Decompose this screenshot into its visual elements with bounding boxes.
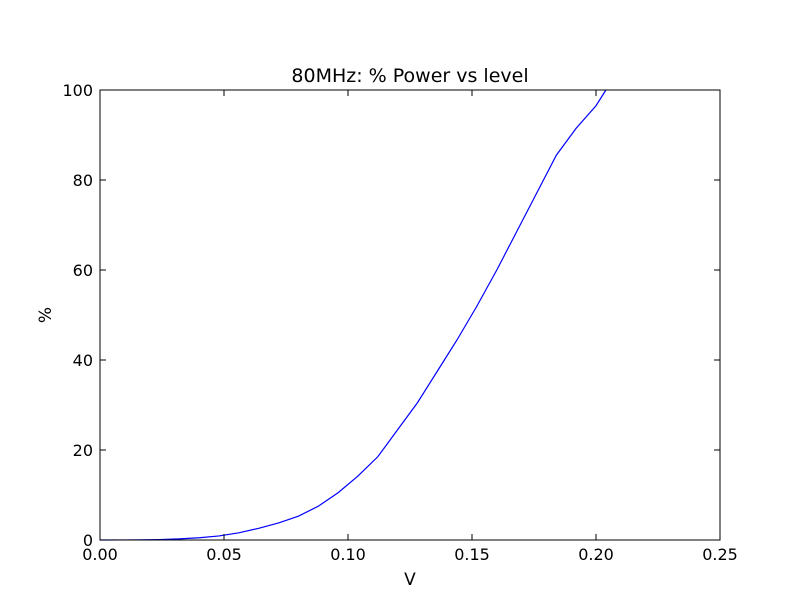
- chart-title: 80MHz: % Power vs level: [291, 65, 528, 87]
- x-axis: 0.00 0.05 0.10 0.15 0.20 0.25: [82, 90, 738, 564]
- x-tick-label: 0.10: [330, 545, 366, 564]
- x-tick-label: 0.15: [454, 545, 490, 564]
- y-axis-label: %: [36, 307, 56, 323]
- y-axis: 0 20 40 60 80 100: [62, 81, 720, 550]
- x-tick-label: 0.25: [702, 545, 738, 564]
- plot-frame: [99, 89, 721, 541]
- x-tick-label: 0.20: [578, 545, 614, 564]
- series-line-0: [99, 89, 607, 541]
- y-tick-label: 100: [62, 81, 93, 100]
- y-tick-label: 60: [73, 261, 93, 280]
- y-tick-label: 80: [73, 171, 93, 190]
- plot-area: [99, 89, 607, 541]
- y-tick-label: 0: [83, 531, 93, 550]
- y-tick-label: 40: [73, 351, 93, 370]
- x-tick-label: 0.00: [82, 545, 118, 564]
- x-tick-label: 0.05: [206, 545, 242, 564]
- x-axis-label: V: [404, 570, 416, 590]
- y-tick-label: 20: [73, 441, 93, 460]
